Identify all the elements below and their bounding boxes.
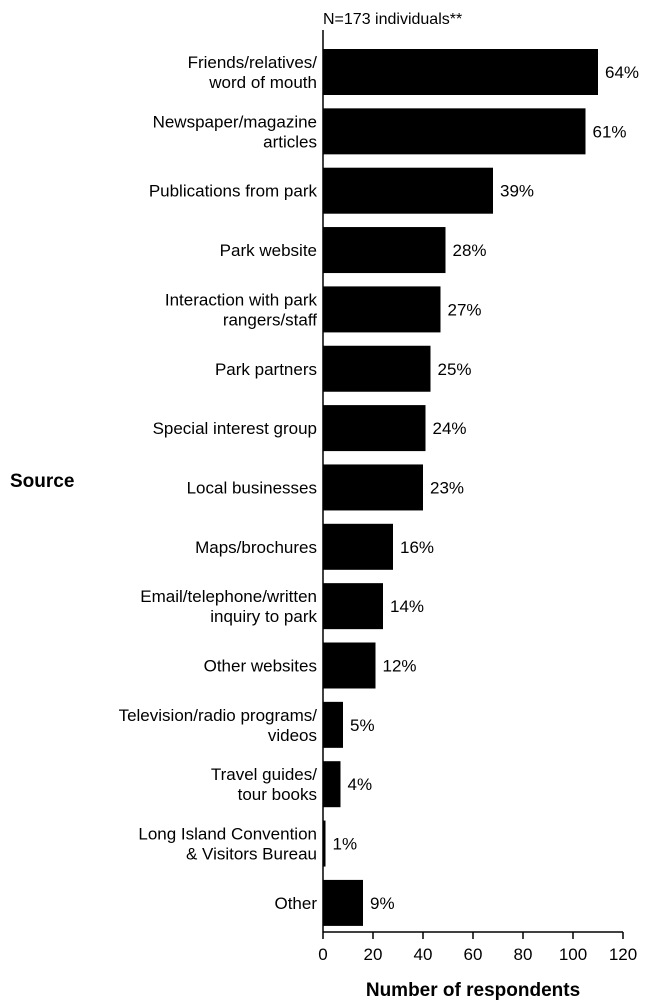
category-label: Long Island Convention & Visitors Bureau	[138, 825, 317, 864]
category-label-line: Other websites	[204, 657, 317, 676]
bar-value-label: 12%	[383, 657, 417, 676]
x-tick-label: 60	[464, 945, 483, 964]
bar-value-label: 39%	[500, 182, 534, 201]
category-label-line: Long Island Convention	[138, 825, 317, 844]
bar-value-label: 5%	[350, 716, 375, 735]
bar-value-label: 25%	[438, 360, 472, 379]
category-label: Maps/brochures	[195, 538, 317, 557]
bar	[323, 108, 586, 155]
bar	[323, 167, 493, 214]
category-label: Park partners	[215, 360, 317, 379]
category-label: Other websites	[204, 657, 317, 676]
category-label-line: Maps/brochures	[195, 538, 317, 557]
x-tick-label: 120	[609, 945, 637, 964]
bar	[323, 405, 426, 452]
category-label: Publications from park	[149, 182, 318, 201]
y-axis-title: Source	[10, 471, 74, 492]
category-label-line: Local businesses	[187, 478, 317, 497]
bar-value-label: 61%	[593, 122, 627, 141]
bar	[323, 464, 423, 511]
x-tick-label: 80	[514, 945, 533, 964]
bar	[323, 642, 376, 689]
category-label-line: inquiry to park	[210, 607, 317, 626]
bar-value-label: 24%	[433, 419, 467, 438]
category-label-line: & Visitors Bureau	[186, 845, 317, 864]
category-label-line: Park partners	[215, 360, 317, 379]
sample-size-note: N=173 individuals**	[323, 11, 462, 28]
category-label-line: Travel guides/	[211, 765, 317, 784]
bar-value-label: 1%	[333, 835, 358, 854]
bar-value-label: 16%	[400, 538, 434, 557]
category-label: Park website	[220, 241, 317, 260]
bar-value-label: 9%	[370, 894, 395, 913]
category-label-line: Television/radio programs/	[119, 706, 318, 725]
category-label: Television/radio programs/videos	[119, 706, 318, 745]
bar	[323, 820, 326, 867]
category-label-line: rangers/staff	[223, 310, 317, 329]
category-label-line: Other	[274, 894, 317, 913]
bar	[323, 227, 446, 274]
category-label: Interaction with park rangers/staff	[165, 290, 318, 329]
bar	[323, 761, 341, 808]
bar	[323, 879, 363, 926]
bar	[323, 345, 431, 392]
category-label-line: Publications from park	[149, 182, 318, 201]
category-label-line: Special interest group	[153, 419, 317, 438]
bar-value-label: 14%	[390, 597, 424, 616]
category-label-line: word of mouth	[208, 73, 317, 92]
bar	[323, 286, 441, 333]
category-label-line: videos	[268, 726, 317, 745]
bar	[323, 701, 343, 748]
bar-value-label: 27%	[448, 300, 482, 319]
x-tick-label: 40	[414, 945, 433, 964]
bar	[323, 523, 393, 570]
bar	[323, 49, 598, 95]
x-tick-label: 20	[364, 945, 383, 964]
x-tick-label: 0	[318, 945, 327, 964]
category-label-line: Interaction with park	[165, 290, 318, 309]
bar-value-label: 4%	[348, 775, 373, 794]
category-label: Special interest group	[153, 419, 317, 438]
category-label-line: articles	[263, 132, 317, 151]
bar-value-label: 64%	[605, 63, 639, 82]
bars-group: Friends/relatives/word of mouth 64% Newspa…	[119, 49, 639, 926]
category-label: Other	[274, 894, 317, 913]
category-label-line: tour books	[238, 785, 317, 804]
bar-value-label: 23%	[430, 478, 464, 497]
x-axis-title: Number of respondents	[366, 980, 580, 1001]
category-label-line: Newspaper/magazine	[153, 112, 317, 131]
bar	[323, 583, 383, 630]
x-tick-label: 100	[559, 945, 587, 964]
category-label-line: Friends/relatives/	[188, 53, 318, 72]
category-label-line: Email/telephone/written	[140, 587, 317, 606]
category-label: Travel guides/tour books	[211, 765, 317, 804]
category-label: Newspaper/magazine articles	[153, 112, 317, 151]
category-label-line: Park website	[220, 241, 317, 260]
category-label: Email/telephone/written inquiry to park	[140, 587, 317, 626]
category-label: Local businesses	[187, 478, 317, 497]
axes-group: 0 20 40 60 80 100 120	[318, 30, 637, 964]
bar-value-label: 28%	[453, 241, 487, 260]
category-label: Friends/relatives/word of mouth	[188, 53, 318, 92]
